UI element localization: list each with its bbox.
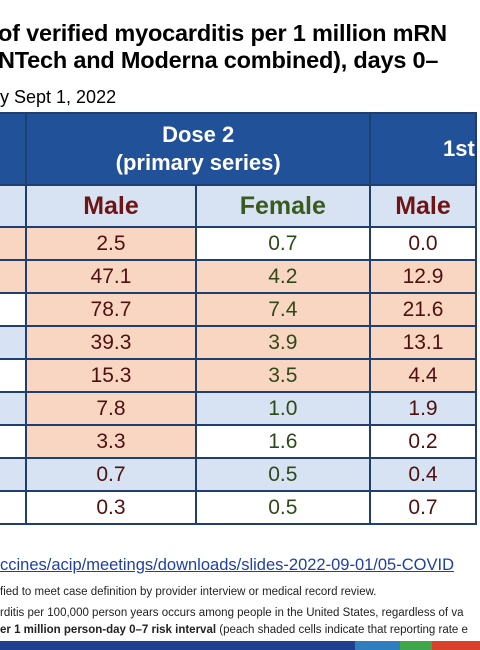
age-group-cell (0, 424, 28, 459)
dose2-male-cell: 15.3 (25, 358, 197, 393)
dose2-female-cell: 0.7 (194, 226, 372, 261)
footer-bar-segment (432, 641, 480, 650)
table-row: 39.3 3.9 13.1 (0, 325, 477, 360)
footnote-3-bold: er 1 million person-day 0–7 risk interva… (0, 624, 217, 636)
booster-male-cell: 4.4 (369, 358, 477, 393)
dose2-female-cell: 3.9 (194, 325, 372, 360)
booster-male-header: Male (369, 184, 477, 228)
table-row: 15.3 3.5 4.4 (0, 358, 477, 393)
sex-header-row: Male Female Male (0, 184, 477, 228)
dose2-header-label: Dose 2 (162, 122, 235, 147)
booster-male-cell: 0.0 (369, 226, 477, 261)
table-row: 2.5 0.7 0.0 (0, 226, 477, 261)
booster-male-cell: 1.9 (369, 391, 477, 426)
dose2-female-cell: 3.5 (194, 358, 372, 393)
source-link[interactable]: ccines/acip/meetings/downloads/slides-20… (0, 556, 454, 574)
age-group-cell (0, 325, 28, 360)
dose2-male-cell: 3.3 (25, 424, 197, 459)
table-row: 47.1 4.2 12.9 (0, 259, 477, 294)
booster-male-cell: 13.1 (369, 325, 477, 360)
dose2-female-cell: 0.5 (194, 457, 372, 492)
footer-color-bar (0, 641, 480, 650)
age-group-cell (0, 292, 28, 327)
booster-male-cell: 12.9 (369, 259, 477, 294)
table-body: 2.5 0.7 0.0 47.1 4.2 12.9 78.7 7.4 21.6 39.3 3.9 13… (0, 226, 477, 525)
group-header-row: Dose 2 (primary series) 1st (0, 112, 477, 186)
dose2-male-header: Male (25, 184, 197, 228)
table-row: 3.3 1.6 0.2 (0, 424, 477, 459)
table-row: 7.8 1.0 1.9 (0, 391, 477, 426)
footer-bar-segment (0, 641, 355, 650)
dose2-male-cell: 0.7 (25, 457, 197, 492)
dose2-female-cell: 1.0 (194, 391, 372, 426)
myocarditis-rate-table: Dose 2 (primary series) 1st Male Female … (0, 112, 477, 525)
footnote-3-rest: (peach shaded cells indicate that report… (216, 624, 468, 636)
booster-header-label: 1st (443, 136, 475, 161)
dose2-female-cell: 0.5 (194, 490, 372, 525)
dose2-male-cell: 2.5 (25, 226, 197, 261)
footnote-2: rditis per 100,000 person years occurs a… (0, 607, 464, 619)
subtitle-date: y Sept 1, 2022 (0, 87, 117, 107)
footnote-3: er 1 million person-day 0–7 risk interva… (0, 624, 468, 636)
dose2-female-cell: 7.4 (194, 292, 372, 327)
age-group-cell (0, 457, 28, 492)
booster-male-cell: 0.4 (369, 457, 477, 492)
footer-bar-segment (400, 641, 432, 650)
dose2-female-header: Female (194, 184, 372, 228)
table-row: 0.3 0.5 0.7 (0, 490, 477, 525)
age-group-header-cell (0, 112, 28, 186)
age-subheader-cell (0, 184, 28, 228)
dose2-female-cell: 1.6 (194, 424, 372, 459)
table-row: 78.7 7.4 21.6 (0, 292, 477, 327)
booster-male-cell: 0.7 (369, 490, 477, 525)
age-group-cell (0, 490, 28, 525)
dose2-male-cell: 0.3 (25, 490, 197, 525)
page-title: of verified myocarditis per 1 million mR… (0, 20, 480, 74)
dose2-male-cell: 78.7 (25, 292, 197, 327)
age-group-cell (0, 259, 28, 294)
dose2-header: Dose 2 (primary series) (25, 112, 371, 186)
footnote-1: fied to meet case definition by provider… (0, 586, 377, 598)
booster-header: 1st (369, 112, 477, 186)
dose2-male-cell: 39.3 (25, 325, 197, 360)
age-group-cell (0, 226, 28, 261)
dose2-male-cell: 7.8 (25, 391, 197, 426)
age-group-cell (0, 391, 28, 426)
age-group-cell (0, 358, 28, 393)
table-row: 0.7 0.5 0.4 (0, 457, 477, 492)
dose2-header-sublabel: (primary series) (115, 150, 281, 175)
booster-male-cell: 21.6 (369, 292, 477, 327)
dose2-female-cell: 4.2 (194, 259, 372, 294)
booster-male-cell: 0.2 (369, 424, 477, 459)
title-line-1: of verified myocarditis per 1 million mR… (0, 20, 447, 46)
footer-bar-segment (355, 641, 400, 650)
title-line-2: NTech and Moderna combined), days 0– (0, 47, 439, 73)
dose2-male-cell: 47.1 (25, 259, 197, 294)
